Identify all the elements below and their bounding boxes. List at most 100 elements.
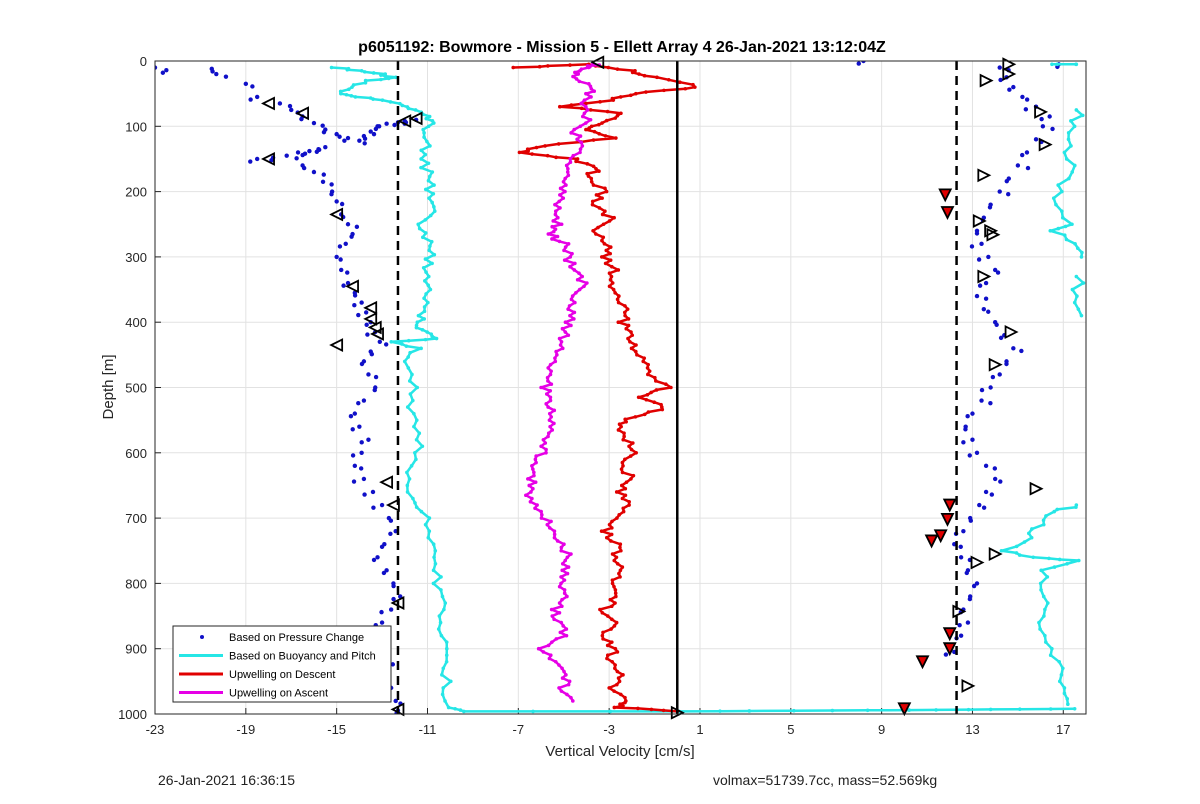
series-upwelling-on-descent-point (590, 202, 595, 207)
series-upwelling-on-ascent-point (539, 509, 543, 514)
series-based-on-buoyancy-and-pitch-point (442, 607, 446, 612)
series-upwelling-on-ascent-point (562, 588, 567, 592)
series-upwelling-on-descent-point (605, 614, 610, 618)
series-based-on-buoyancy-and-pitch-point (1062, 150, 1067, 155)
series-based-on-buoyancy-and-pitch-point (427, 529, 432, 533)
series-based-on-pressure-change-point (1040, 124, 1046, 129)
series-upwelling-on-descent-point (610, 281, 615, 285)
series-based-on-pressure-change-point (339, 267, 344, 273)
series-based-on-pressure-change-point (379, 544, 385, 550)
series-upwelling-on-ascent-point (588, 117, 593, 122)
series-based-on-buoyancy-and-pitch-point (531, 709, 535, 714)
series-based-on-pressure-change-point (277, 101, 283, 106)
series-based-on-pressure-change-point (977, 283, 983, 288)
series-based-on-buoyancy-and-pitch-point (419, 346, 423, 351)
series-based-on-buoyancy-and-pitch-point (441, 686, 446, 690)
series-based-on-buoyancy-and-pitch-point (427, 516, 432, 520)
series-upwelling-on-descent-point (612, 689, 616, 693)
series-based-on-buoyancy-and-pitch-point (414, 437, 419, 442)
series-upwelling-on-descent-point (607, 271, 612, 276)
series-based-on-pressure-change-point (970, 437, 975, 442)
series-upwelling-on-ascent-point (589, 95, 593, 99)
triangle-marker (1034, 104, 1049, 119)
series-upwelling-on-ascent-point (552, 535, 557, 540)
footer-vehicle-stats: volmax=51739.7cc, mass=52.569kg (713, 772, 938, 788)
series-based-on-pressure-change-point (341, 283, 346, 288)
series-based-on-pressure-change-point (320, 179, 326, 185)
x-tick-label: 1 (696, 722, 703, 737)
series-based-on-pressure-change-point (383, 342, 389, 347)
series-based-on-buoyancy-and-pitch-point (422, 131, 426, 135)
series-upwelling-on-descent-point (615, 682, 619, 687)
series-based-on-pressure-change-point (958, 555, 964, 560)
series-upwelling-on-descent-point (579, 106, 584, 111)
series-upwelling-on-ascent-point (572, 317, 576, 321)
series-based-on-pressure-change-point (337, 134, 342, 139)
series-based-on-pressure-change-point (210, 69, 215, 74)
series-based-on-buoyancy-and-pitch-point (1074, 62, 1078, 67)
series-upwelling-on-descent-point (618, 575, 622, 579)
series-based-on-pressure-change-point (998, 479, 1003, 484)
series-upwelling-on-descent-point (669, 385, 673, 390)
series-upwelling-on-descent-point (597, 206, 602, 210)
series-based-on-buoyancy-and-pitch-point (423, 231, 428, 235)
series-based-on-pressure-change-point (1011, 346, 1016, 351)
series-upwelling-on-descent-point (642, 73, 647, 78)
series-based-on-pressure-change-point (992, 466, 998, 471)
series-based-on-buoyancy-and-pitch-point (423, 522, 428, 527)
series-based-on-pressure-change-point (311, 169, 317, 175)
series-based-on-pressure-change-point (369, 351, 375, 357)
series-upwelling-on-ascent-point (541, 650, 546, 654)
series-upwelling-on-ascent-point (557, 584, 562, 589)
series-upwelling-on-descent-point (601, 222, 606, 227)
series-based-on-pressure-change-point (334, 199, 339, 204)
series-based-on-pressure-change-point (961, 528, 966, 534)
series-based-on-buoyancy-and-pitch-line (1049, 109, 1084, 258)
series-upwelling-on-descent-point (598, 607, 602, 612)
y-tick-labels: 0 100 200 300 400 500 600 700 800 900 1000 (118, 54, 147, 722)
triangle-marker (397, 114, 412, 129)
series-upwelling-on-ascent-point (540, 513, 544, 517)
series-upwelling-on-descent-point (543, 144, 547, 148)
series-based-on-buoyancy-and-pitch-point (432, 183, 436, 187)
series-upwelling-on-ascent-point (550, 640, 554, 644)
series-upwelling-on-ascent-point (553, 356, 557, 360)
series-upwelling-on-descent-point (619, 111, 623, 116)
series-upwelling-on-descent-point (607, 686, 611, 690)
series-based-on-buoyancy-and-pitch-point (1014, 544, 1019, 549)
series-based-on-buoyancy-and-pitch-point (1074, 274, 1079, 279)
series-based-on-buoyancy-and-pitch-point (425, 330, 429, 334)
x-tick-label: -3 (603, 722, 615, 737)
series-based-on-buoyancy-and-pitch-point (1044, 514, 1048, 518)
series-based-on-buoyancy-and-pitch-point (416, 313, 421, 318)
series-based-on-buoyancy-and-pitch-point (430, 261, 434, 266)
series-based-on-buoyancy-and-pitch-point (718, 709, 722, 713)
series-upwelling-on-descent-point (613, 591, 618, 595)
series-upwelling-on-ascent-point (529, 490, 533, 494)
series-upwelling-on-ascent-point (557, 239, 562, 244)
series-based-on-pressure-change-point (974, 581, 980, 586)
series-based-on-buoyancy-and-pitch-point (408, 392, 413, 396)
series-based-on-buoyancy-and-pitch-point (388, 100, 393, 104)
series-based-on-pressure-change-point (384, 568, 389, 573)
series-based-on-buoyancy-and-pitch-point (421, 265, 426, 270)
series-based-on-buoyancy-and-pitch-point (440, 594, 445, 599)
series-based-on-pressure-change-point (963, 427, 968, 432)
series-based-on-pressure-change-point (988, 385, 993, 390)
series-upwelling-on-ascent-point (545, 522, 550, 527)
series-upwelling-on-descent-point (623, 313, 627, 318)
series-based-on-pressure-change-point (375, 555, 380, 560)
y-tick-label: 200 (125, 185, 147, 200)
series-based-on-pressure-change-point (1020, 152, 1025, 158)
series-based-on-buoyancy-and-pitch-point (1050, 62, 1054, 67)
series-based-on-pressure-change-point (250, 84, 255, 89)
series-based-on-pressure-change-point (164, 67, 169, 73)
series-upwelling-on-ascent-point (564, 183, 568, 187)
series-upwelling-on-ascent-point (569, 695, 573, 700)
legend: Based on Pressure Change Based on Buoyanc… (172, 625, 392, 703)
series-based-on-pressure-change-point (1025, 165, 1031, 171)
x-tick-label: 9 (878, 722, 885, 737)
triangle-marker (1029, 481, 1044, 496)
series-based-on-buoyancy-and-pitch-point (422, 296, 426, 301)
series-based-on-pressure-change-point (254, 94, 260, 100)
